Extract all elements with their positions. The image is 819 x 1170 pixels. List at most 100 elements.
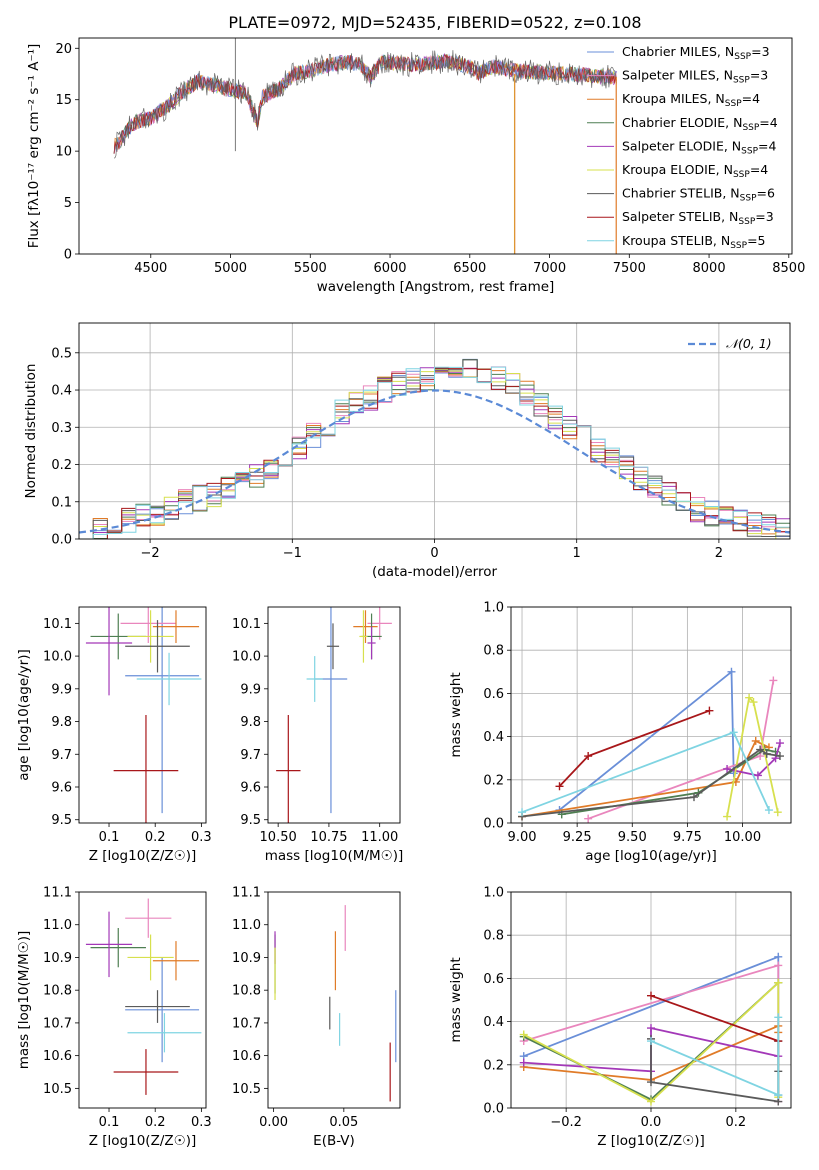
legend-label: Salpeter STELIB, NSSP=3 bbox=[622, 209, 774, 227]
mass-weight-marker bbox=[647, 1097, 655, 1106]
y-tick-label: 0.0 bbox=[483, 1102, 504, 1117]
y-tick-label: 0.6 bbox=[483, 687, 504, 702]
y-axis-label: mass [log10(M/M☉)] bbox=[16, 931, 32, 1070]
x-tick-label: −1 bbox=[283, 546, 302, 561]
y-tick-label: 9.9 bbox=[51, 682, 72, 697]
mass-weight-marker bbox=[775, 752, 784, 761]
y-tick-label: 10.8 bbox=[43, 984, 72, 999]
plot-area bbox=[85, 898, 202, 1095]
x-axis-label: age [log10(age/yr)] bbox=[585, 848, 717, 864]
x-tick-label: 2 bbox=[715, 546, 723, 561]
mass-weight-line bbox=[726, 695, 779, 817]
mass-weight-marker bbox=[519, 1058, 528, 1067]
y-tick-label: 9.8 bbox=[240, 715, 261, 730]
y-axis-label: age [log10(age/yr)] bbox=[16, 649, 32, 781]
x-tick-label: −2 bbox=[141, 546, 160, 561]
mass-weight-marker bbox=[774, 1013, 783, 1022]
y-tick-label: 0.2 bbox=[483, 773, 504, 788]
mass-weight-line bbox=[726, 742, 781, 777]
y-tick-label: 0.2 bbox=[51, 458, 72, 473]
panel-massweight_vs_age: 9.00 9.25 9.50 9.75 10.00 0.0 0.2 0.4 0.6 0.8 1.0 a… bbox=[448, 601, 792, 864]
normal-curve bbox=[79, 389, 790, 534]
mass-weight-marker bbox=[584, 814, 593, 823]
y-tick-label: 0.0 bbox=[483, 817, 504, 832]
y-tick-label: 0.8 bbox=[483, 644, 504, 659]
axes-frame bbox=[267, 606, 401, 824]
mass-weight-marker bbox=[647, 1024, 655, 1033]
mass-weight-marker bbox=[769, 676, 778, 685]
legend-label: Salpeter ELODIE, NSSP=4 bbox=[622, 138, 777, 156]
y-tick-label: 0.4 bbox=[483, 730, 504, 745]
x-tick-label: 0.2 bbox=[145, 830, 166, 845]
mass-weight-marker bbox=[584, 752, 593, 761]
figure-title: PLATE=0972, MJD=52435, FIBERID=0522, z=0… bbox=[228, 13, 641, 32]
y-tick-label: 10.7 bbox=[232, 1016, 261, 1031]
y-tick-label: 11.0 bbox=[232, 918, 261, 933]
y-tick-label: 10.1 bbox=[232, 617, 261, 632]
x-tick-label: 9.00 bbox=[508, 830, 537, 845]
mass-weight-marker bbox=[723, 812, 732, 821]
x-tick-label: 0.3 bbox=[191, 1115, 212, 1130]
mass-weight-marker bbox=[723, 765, 732, 773]
panel-residual_hist: −2 −1 0 1 2 0.0 0.1 0.2 0.3 0.4 0.5 (data-model)/er… bbox=[23, 322, 791, 580]
y-tick-label: 1.0 bbox=[483, 601, 504, 616]
y-tick-label: 11.0 bbox=[43, 918, 72, 933]
mass-weight-marker bbox=[774, 961, 783, 970]
y-axis-label: Normed distribution bbox=[23, 364, 39, 499]
plot-area bbox=[519, 952, 783, 1106]
axes-frame bbox=[78, 891, 207, 1109]
y-tick-label: 0.2 bbox=[483, 1058, 504, 1073]
x-tick-label: 6000 bbox=[373, 261, 406, 276]
y-tick-label: 11.1 bbox=[43, 886, 72, 901]
legend-label: Chabrier ELODIE, NSSP=4 bbox=[622, 115, 778, 133]
x-tick-label: 0.3 bbox=[191, 830, 212, 845]
mass-weight-marker bbox=[647, 1078, 655, 1087]
axes-frame bbox=[78, 37, 793, 255]
legend-label: 𝒩(0, 1) bbox=[726, 336, 772, 351]
mass-weight-marker bbox=[749, 698, 758, 707]
mass-weight-marker bbox=[762, 749, 771, 758]
mass-weight-marker bbox=[774, 978, 783, 987]
mass-weight-marker bbox=[756, 745, 765, 754]
y-tick-label: 10.9 bbox=[232, 951, 261, 966]
x-axis-label: E(B-V) bbox=[313, 1133, 355, 1149]
x-tick-label: 0.0 bbox=[641, 1115, 662, 1130]
x-tick-label: 1 bbox=[573, 546, 581, 561]
y-tick-label: 10.8 bbox=[232, 984, 261, 999]
y-tick-label: 0.6 bbox=[483, 972, 504, 987]
histogram-kroupa-stelib bbox=[79, 366, 790, 539]
y-axis-label: mass weight bbox=[448, 672, 464, 757]
x-tick-label: 7500 bbox=[613, 261, 646, 276]
x-tick-label: 0 bbox=[430, 546, 438, 561]
mass-weight-marker bbox=[774, 1091, 783, 1100]
y-tick-label: 9.6 bbox=[240, 781, 261, 796]
spectrum-line-chabrier-stelib bbox=[113, 50, 617, 159]
legend-label: Chabrier STELIB, NSSP=6 bbox=[622, 186, 775, 204]
plot-area bbox=[276, 607, 392, 823]
y-tick-label: 15 bbox=[55, 93, 72, 108]
x-tick-label: 10.75 bbox=[310, 830, 347, 845]
x-axis-label: (data-model)/error bbox=[372, 564, 498, 580]
axes-frame bbox=[78, 322, 791, 540]
mass-weight-marker bbox=[764, 806, 773, 815]
mass-weight-marker bbox=[519, 1030, 528, 1039]
y-tick-label: 0.4 bbox=[51, 384, 72, 399]
mass-weight-marker bbox=[555, 782, 564, 791]
y-tick-label: 10 bbox=[55, 145, 72, 160]
x-tick-label: 0.2 bbox=[145, 1115, 166, 1130]
mass-weight-marker bbox=[705, 706, 714, 715]
mass-weight-marker bbox=[518, 808, 527, 817]
y-tick-label: 11.1 bbox=[232, 886, 261, 901]
mass-weight-line bbox=[558, 669, 735, 811]
panel-mass_vs_ebv: 0.00 0.05 10.5 10.6 10.7 10.8 10.9 11.0 11.1 E(B-… bbox=[232, 886, 401, 1149]
y-tick-label: 0.0 bbox=[51, 533, 72, 548]
y-tick-label: 0.4 bbox=[483, 1015, 504, 1030]
y-tick-label: 9.6 bbox=[51, 781, 72, 796]
mass-weight-marker bbox=[773, 808, 782, 817]
y-tick-label: 9.8 bbox=[51, 715, 72, 730]
x-tick-label: 5000 bbox=[214, 261, 247, 276]
y-tick-label: 20 bbox=[55, 42, 72, 57]
x-axis-label: Z [log10(Z/Z☉)] bbox=[597, 1133, 705, 1149]
y-tick-label: 0.3 bbox=[51, 421, 72, 436]
